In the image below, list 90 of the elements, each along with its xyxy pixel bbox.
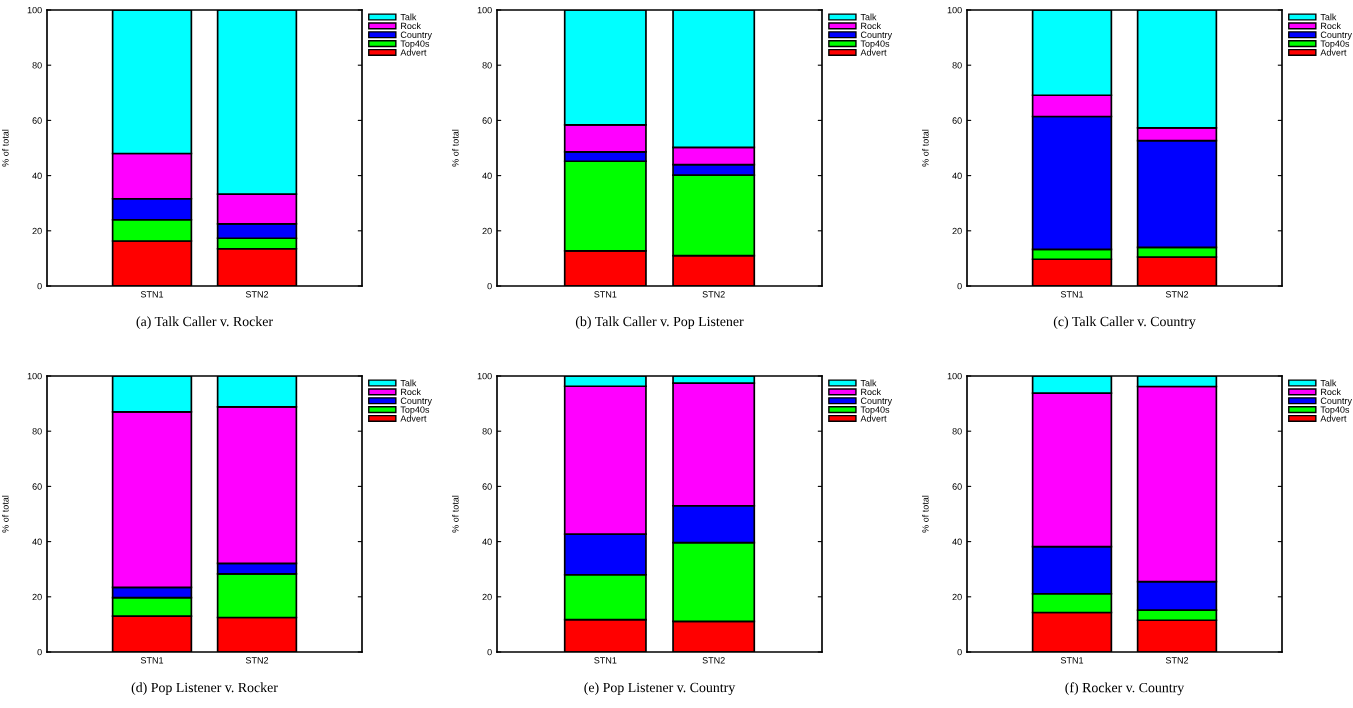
x-tick-label: STN2 [1165, 291, 1189, 298]
y-tick-label: 60 [952, 483, 962, 490]
y-tick-label: 20 [952, 593, 962, 601]
x-tick-label: STN1 [594, 291, 617, 298]
legend-label: Advert [400, 49, 427, 56]
legend-label: Talk [400, 379, 417, 387]
y-tick-label: 100 [947, 6, 962, 14]
y-tick-label: 40 [482, 172, 492, 179]
y-tick-label: 80 [32, 428, 42, 435]
legend-label: Talk [400, 13, 417, 21]
y-tick-label: 20 [482, 593, 492, 601]
legend-label: Rock [1321, 388, 1341, 396]
x-tick-label: STN2 [702, 291, 725, 298]
legend-label: Talk [1320, 379, 1337, 387]
legend-label: Advert [860, 415, 887, 422]
y-tick-label: 40 [952, 172, 962, 179]
y-tick-label: 60 [952, 117, 962, 124]
x-tick-label: STN1 [1060, 291, 1084, 298]
x-tick-label: STN2 [1165, 657, 1189, 664]
legend-label: Top40s [1320, 40, 1350, 49]
x-tick-label: STN1 [1060, 657, 1084, 664]
text: (b) Talk Caller v. Pop Listener [575, 316, 744, 329]
y-tick-label: 100 [947, 372, 962, 380]
legend-label: Rock [401, 22, 421, 30]
text: (e) Pop Listener v. Country [584, 682, 736, 695]
y-tick-label: 60 [482, 117, 492, 124]
legend-label: Top40s [400, 406, 430, 415]
y-tick-label: 100 [477, 6, 492, 14]
y-tick-label: 80 [482, 428, 492, 435]
y-axis-title: % of total [452, 129, 459, 167]
y-tick-label: 0 [487, 282, 492, 290]
y-axis-title: % of total [452, 495, 459, 533]
text: (d) Pop Listener v. Rocker [131, 682, 278, 695]
text: (c) Talk Caller v. Country [1053, 316, 1196, 329]
legend-label: Advert [1320, 49, 1347, 56]
legend-label: Rock [861, 388, 882, 396]
legend-label: Advert [1320, 415, 1347, 422]
legend-label: Country [860, 31, 893, 40]
y-tick-label: 60 [32, 117, 42, 124]
legend-label: Advert [400, 415, 427, 422]
y-tick-label: 80 [952, 428, 962, 435]
legend-label: Rock [401, 388, 421, 396]
y-tick-label: 20 [32, 227, 42, 235]
y-tick-label: 0 [37, 282, 42, 290]
legend-label: Top40s [400, 40, 430, 49]
legend-label: Advert [860, 49, 887, 56]
y-tick-label: 80 [482, 62, 492, 69]
legend-label: Talk [1320, 13, 1337, 21]
y-tick-label: 40 [952, 538, 962, 545]
legend-label: Top40s [860, 40, 890, 49]
y-tick-label: 100 [27, 372, 42, 380]
y-tick-label: 80 [32, 62, 42, 69]
x-tick-label: STN2 [702, 657, 725, 664]
legend-label: Talk [860, 13, 877, 21]
y-axis-title: % of total [2, 495, 9, 533]
y-axis-title: % of total [922, 495, 929, 533]
x-tick-label: STN2 [245, 657, 269, 664]
legend-label: Country [1320, 31, 1352, 40]
y-tick-label: 40 [482, 538, 492, 545]
legend-label: Top40s [860, 406, 890, 415]
legend-label: Rock [861, 22, 882, 30]
y-tick-label: 0 [37, 648, 42, 656]
y-tick-label: 100 [477, 372, 492, 380]
legend-label: Country [400, 397, 432, 406]
y-axis-title: % of total [922, 129, 929, 167]
y-tick-label: 60 [482, 483, 492, 490]
legend-label: Talk [860, 379, 877, 387]
y-tick-label: 80 [952, 62, 962, 69]
y-tick-label: 0 [957, 282, 962, 290]
x-tick-label: STN1 [140, 657, 164, 664]
y-tick-label: 100 [27, 6, 42, 14]
y-tick-label: 60 [32, 483, 42, 490]
y-tick-label: 40 [32, 538, 42, 545]
legend-label: Rock [1321, 22, 1341, 30]
x-tick-label: STN2 [245, 291, 269, 298]
legend-label: Top40s [1320, 406, 1350, 415]
y-tick-label: 0 [487, 648, 492, 656]
legend-label: Country [400, 31, 432, 40]
y-axis-title: % of total [2, 129, 9, 167]
legend-label: Country [1320, 397, 1352, 406]
y-tick-label: 20 [32, 593, 42, 601]
y-tick-label: 20 [952, 227, 962, 235]
x-tick-label: STN1 [594, 657, 617, 664]
x-tick-label: STN1 [140, 291, 164, 298]
text: (a) Talk Caller v. Rocker [136, 316, 273, 329]
y-tick-label: 40 [32, 172, 42, 179]
text: (f) Rocker v. Country [1065, 682, 1185, 696]
y-tick-label: 20 [482, 227, 492, 235]
y-tick-label: 0 [957, 648, 962, 656]
legend-label: Country [860, 397, 893, 406]
